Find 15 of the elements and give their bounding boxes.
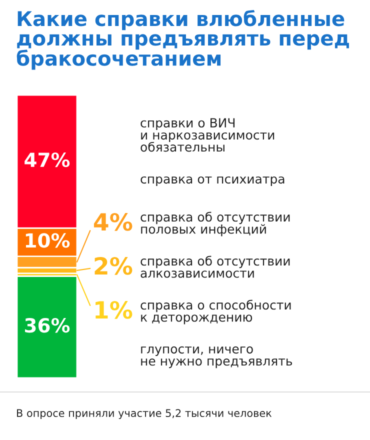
data-label: 36% bbox=[25, 318, 70, 333]
data-label: 1% bbox=[96, 300, 132, 319]
text: справка о способности к деторождению bbox=[140, 300, 291, 324]
text: В опросе приняли участие 5,2 тысячи человек bbox=[17, 409, 272, 420]
text: справка от психиатра bbox=[140, 176, 284, 186]
text: глупости, ничего не нужно предъявлять bbox=[141, 346, 292, 368]
data-label: 2% bbox=[94, 256, 132, 275]
bar bbox=[17, 275, 77, 378]
data-label: 47% bbox=[24, 152, 70, 168]
text: Какие справки влюбленные должны предъявлять перед бракосочетанием bbox=[16, 10, 349, 70]
text: справки о ВИЧ и наркозависимости обязательны bbox=[140, 118, 274, 152]
data-label: 4% bbox=[94, 212, 132, 231]
text: справка об отсутствии половых инфекций bbox=[140, 212, 290, 236]
text: справка об отсутствии алкозависимости bbox=[140, 256, 290, 278]
data-label: 10% bbox=[26, 233, 70, 248]
